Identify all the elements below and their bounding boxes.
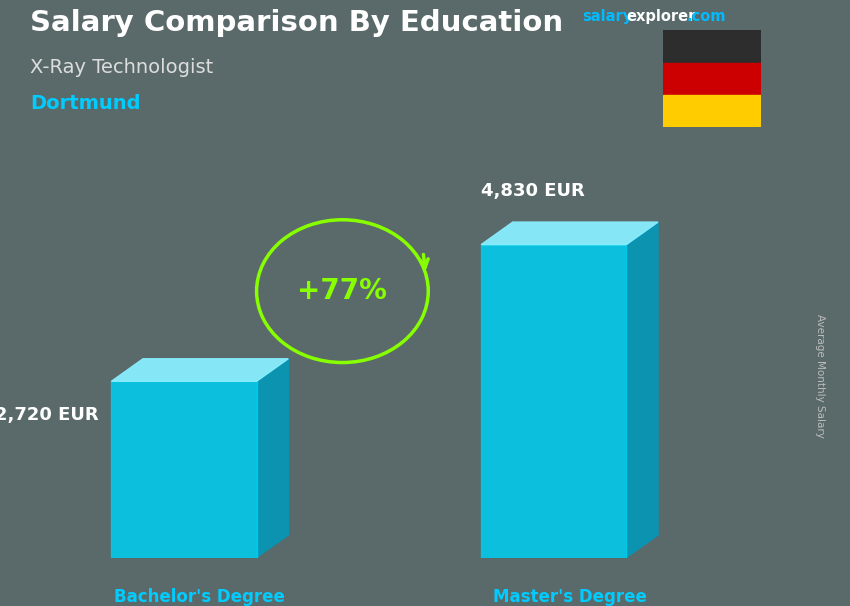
Text: .com: .com: [687, 9, 726, 24]
Text: Bachelor's Degree: Bachelor's Degree: [115, 588, 286, 605]
Polygon shape: [626, 222, 658, 558]
Polygon shape: [111, 359, 288, 381]
Polygon shape: [481, 222, 658, 245]
Text: salary: salary: [582, 9, 632, 24]
Text: +77%: +77%: [298, 277, 388, 305]
Text: 4,830 EUR: 4,830 EUR: [481, 182, 585, 199]
Polygon shape: [481, 245, 626, 558]
Text: Dortmund: Dortmund: [30, 94, 140, 113]
Text: explorer: explorer: [626, 9, 696, 24]
Polygon shape: [111, 381, 257, 558]
Text: X-Ray Technologist: X-Ray Technologist: [30, 58, 213, 76]
Polygon shape: [257, 359, 288, 558]
Text: Master's Degree: Master's Degree: [493, 588, 647, 605]
Text: Salary Comparison By Education: Salary Comparison By Education: [30, 9, 563, 37]
Bar: [663, 30, 761, 62]
Text: 2,720 EUR: 2,720 EUR: [0, 406, 98, 424]
Text: Average Monthly Salary: Average Monthly Salary: [815, 314, 825, 438]
Bar: [663, 95, 761, 127]
Bar: [663, 62, 761, 95]
FancyArrowPatch shape: [420, 255, 428, 268]
